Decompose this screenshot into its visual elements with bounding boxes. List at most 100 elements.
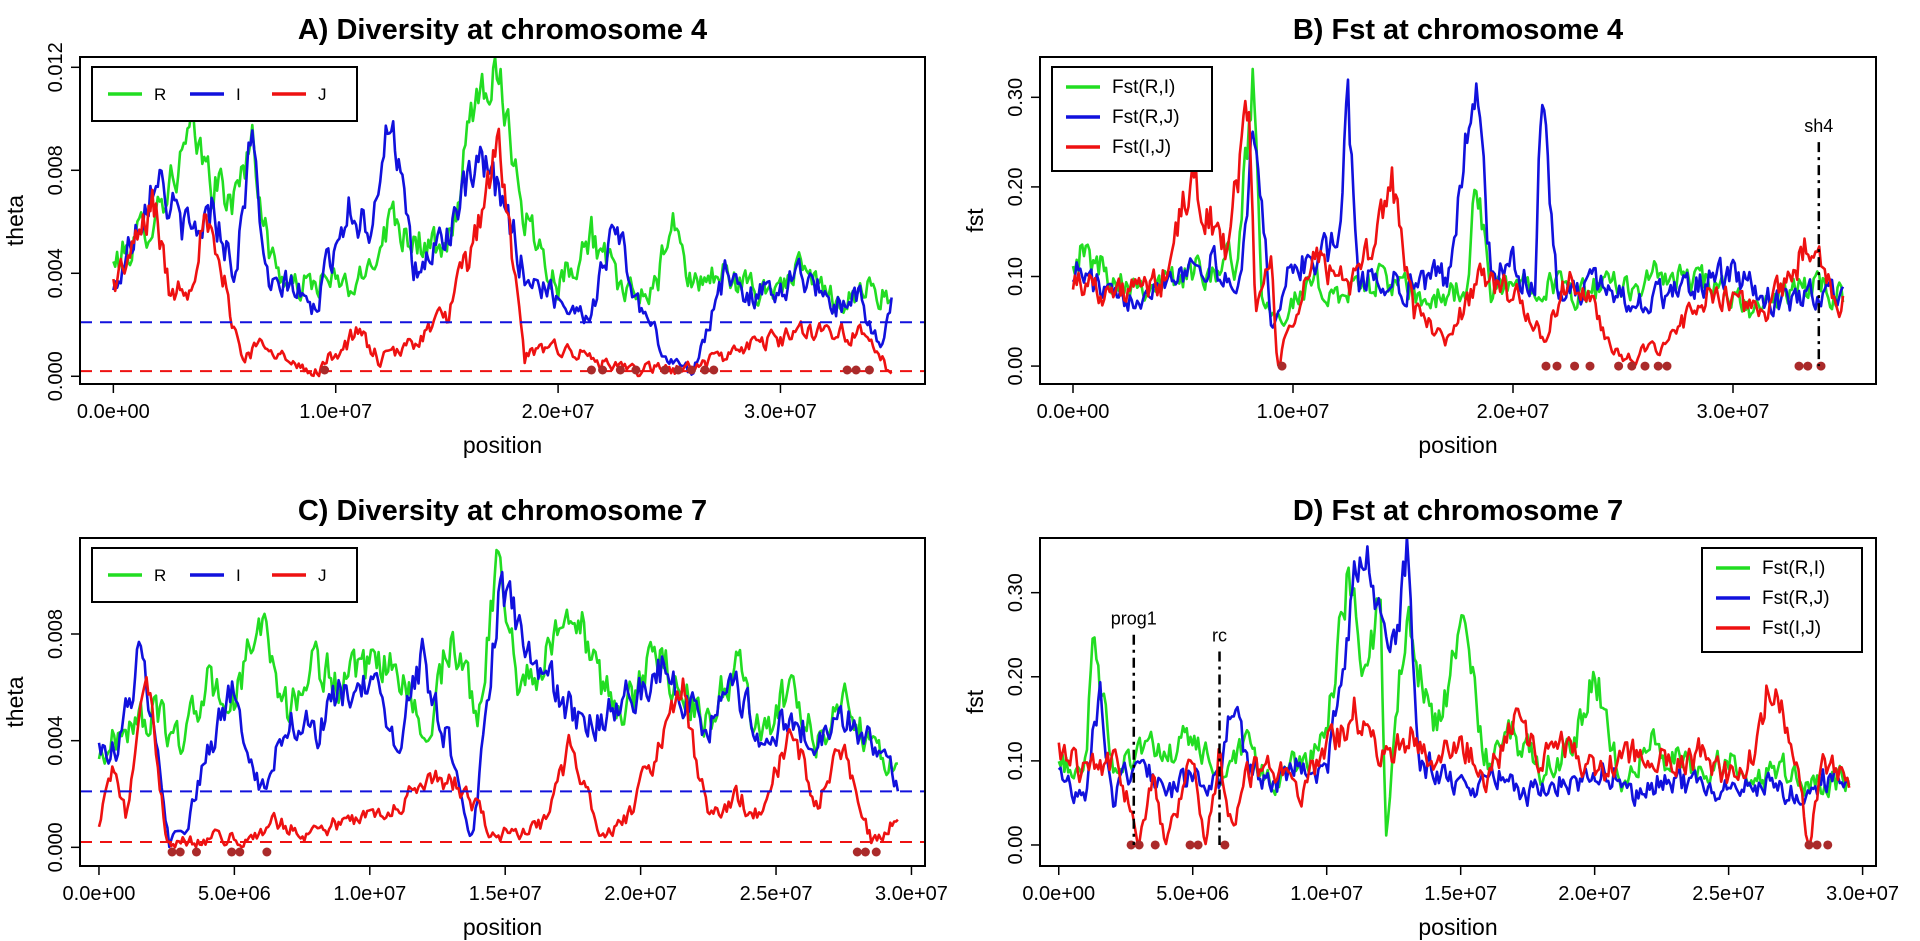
x-tick-label: 2.0e+07 [1558,883,1631,905]
marker-point [631,365,641,375]
marker-point [860,847,870,857]
y-tick-label: 0.000 [45,822,67,872]
panel-d: D) Fst at chromosome 7 position fst 0.0e+00… [962,495,1899,940]
y-tick-label: 0.008 [45,145,67,195]
x-tick-label: 2.5e+07 [1692,883,1765,905]
series-line-j [97,675,899,849]
x-tick-label: 0.0e+00 [63,883,136,905]
series-line-i [112,120,893,376]
marker-point [1823,840,1833,850]
plot-area [1071,67,1845,367]
marker-point [1552,361,1562,371]
series-line-fstrj [1071,78,1845,329]
plot-frame [79,537,926,867]
y-axis-label: theta [2,195,28,246]
plot-area [97,548,900,849]
marker-point [1812,840,1822,850]
marker-point [1640,361,1650,371]
annotation-label: rc [1212,626,1227,646]
series-line-fstri [1057,566,1851,837]
plot-area [112,57,893,378]
y-axis-label: fst [962,689,988,714]
x-tick-label: 1.0e+07 [1257,401,1330,423]
x-axis-label: position [463,914,542,940]
panel-title: D) Fst at chromosome 7 [1293,495,1623,527]
marker-point [1541,361,1551,371]
legend-label: Fst(R,J) [1762,588,1830,609]
y-tick-label: 0.10 [1005,741,1027,780]
marker-point [586,365,596,375]
marker-point [320,365,330,375]
panel-title: C) Diversity at chromosome 7 [298,495,707,527]
marker-point [1614,361,1624,371]
marker-point [175,847,185,857]
marker-point [1803,361,1813,371]
marker-point [167,847,177,857]
marker-point [191,847,201,857]
x-tick-label: 2.0e+07 [1477,401,1550,423]
x-tick-label: 5.0e+06 [198,883,271,905]
marker-point [615,365,625,375]
x-axis-label: position [1418,432,1497,458]
marker-point [1794,361,1804,371]
legend-label: J [318,566,327,585]
marker-point [673,365,683,375]
panel-a: A) Diversity at chromosome 4 position thet… [2,14,926,458]
x-tick-label: 0.0e+00 [1022,883,1095,905]
y-tick-label: 0.004 [45,716,67,766]
plot-area [1057,538,1851,846]
legend-label: I [236,85,241,104]
y-tick-label: 0.00 [1005,826,1027,865]
x-tick-label: 3.0e+07 [1697,401,1770,423]
x-tick-label: 1.0e+07 [1290,883,1363,905]
marker-point [1193,840,1203,850]
y-tick-label: 0.30 [1005,78,1027,117]
x-tick-label: 0.0e+00 [77,401,150,423]
marker-point [687,365,697,375]
series-line-i [97,570,900,849]
annotation-label: prog1 [1111,609,1157,629]
y-axis-label: fst [962,208,988,233]
y-tick-label: 0.012 [45,42,67,92]
marker-point [1570,361,1580,371]
marker-point [864,365,874,375]
legend-label: Fst(R,I) [1112,77,1175,98]
x-axis-label: position [1418,914,1497,940]
x-tick-label: 5.0e+06 [1156,883,1229,905]
legend-box [1051,66,1213,172]
legend: Fst(R,I) Fst(R,J) Fst(I,J) [1051,66,1213,172]
plot-frame [79,56,926,385]
marker-point [1804,840,1814,850]
x-tick-label: 2.0e+07 [522,401,595,423]
marker-point [1185,840,1195,850]
marker-point [871,847,881,857]
legend-label: Fst(R,I) [1762,558,1825,579]
x-tick-label: 3.0e+07 [744,401,817,423]
marker-point [1585,361,1595,371]
marker-point [598,365,608,375]
x-tick-label: 2.5e+07 [740,883,813,905]
marker-point [1816,361,1826,371]
x-tick-label: 1.5e+07 [1424,883,1497,905]
legend: Fst(R,I) Fst(R,J) Fst(I,J) [1701,547,1863,653]
legend-label: R [154,566,166,585]
panel-title: B) Fst at chromosome 4 [1293,14,1623,46]
y-tick-label: 0.20 [1005,167,1027,206]
y-tick-label: 0.004 [45,248,67,298]
y-tick-label: 0.000 [45,351,67,401]
x-axis-label: position [463,432,542,458]
series-line-fstij [1071,99,1845,367]
x-tick-label: 1.0e+07 [299,401,372,423]
y-tick-label: 0.20 [1005,657,1027,696]
panel-c: C) Diversity at chromosome 7 position thet… [2,495,948,940]
series-line-j [112,127,893,378]
y-tick-label: 0.008 [45,609,67,659]
marker-point [1653,361,1663,371]
legend-label: Fst(I,J) [1762,618,1821,639]
x-tick-label: 3.0e+07 [1826,883,1899,905]
marker-point [227,847,237,857]
panel-title: A) Diversity at chromosome 4 [298,14,707,46]
